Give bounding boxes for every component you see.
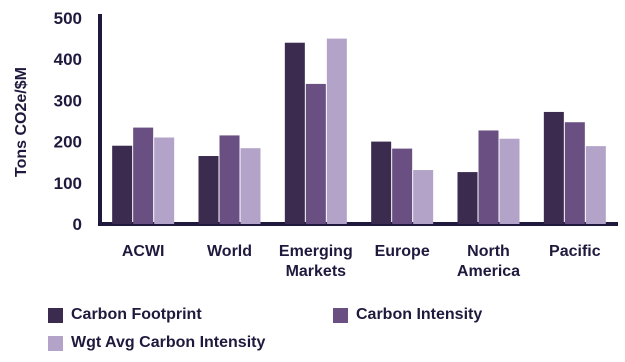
legend-label-3: Wgt Avg Carbon Intensity: [71, 334, 266, 351]
bar-4-series-1: [457, 172, 478, 224]
bar-4-series-2: [478, 130, 499, 224]
bar-1-series-3: [240, 148, 261, 224]
x-tick-label-5: Pacific: [549, 243, 601, 260]
x-tick-label-4: North America: [457, 243, 520, 280]
bar-0-series-3: [154, 137, 175, 224]
bar-5-series-1: [543, 111, 564, 224]
y-axis-label: Tons CO2e/$M: [13, 67, 30, 177]
bar-3-series-3: [413, 170, 434, 224]
legend-item-1: Carbon Footprint: [48, 306, 202, 324]
legend-label-1: Carbon Footprint: [71, 306, 202, 323]
bar-2-series-3: [326, 38, 347, 224]
bar-3-series-2: [392, 148, 413, 224]
legend-swatch-3: [48, 335, 63, 351]
y-tick-label-0: 0: [73, 215, 82, 234]
bar-0-series-2: [133, 127, 154, 224]
bar-5-series-3: [585, 146, 606, 224]
y-tick-label-2: 200: [54, 133, 82, 152]
x-tick-label-2: Emerging Markets: [279, 243, 353, 280]
bar-2-series-2: [305, 83, 326, 224]
bar-1-series-2: [219, 135, 240, 224]
bar-3-series-1: [371, 141, 392, 224]
legend-item-3: Wgt Avg Carbon Intensity: [48, 334, 265, 352]
x-tick-label-1: World: [207, 243, 252, 260]
y-tick-label-5: 500: [54, 9, 82, 28]
bar-4-series-3: [499, 138, 520, 224]
y-tick-label-3: 300: [54, 91, 82, 110]
bar-0-series-1: [112, 145, 133, 224]
y-tick-label-1: 100: [54, 174, 82, 193]
y-tick-label-4: 400: [54, 50, 82, 69]
legend-swatch-2: [333, 307, 348, 323]
x-tick-label-0: ACWI: [122, 243, 165, 260]
legend-label-2: Carbon Intensity: [356, 306, 483, 323]
legend-item-2: Carbon Intensity: [333, 306, 482, 324]
legend-swatch-1: [48, 307, 63, 323]
x-tick-label-3: Europe: [375, 243, 430, 260]
bar-1-series-1: [198, 156, 219, 224]
bar-5-series-2: [564, 122, 585, 224]
bar-2-series-1: [284, 42, 305, 224]
